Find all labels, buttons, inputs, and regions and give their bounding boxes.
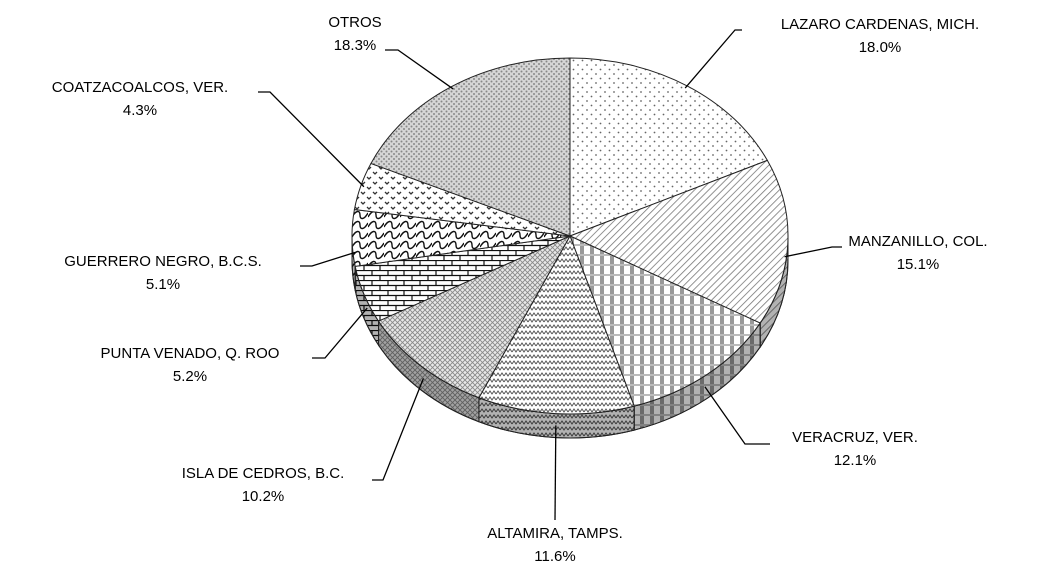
slice-value-label: 4.3% <box>123 102 157 119</box>
slice <box>377 234 572 399</box>
slice-label: OTROS <box>328 14 381 31</box>
slice-value-label: 5.1% <box>146 276 180 293</box>
leader-line <box>385 49 454 90</box>
slice-label: COATZACOALCOS, VER. <box>52 79 228 96</box>
slice-value-label: 15.1% <box>897 256 940 273</box>
slice-value-label: 12.1% <box>834 452 877 469</box>
slice-value-label: 11.6% <box>534 548 575 565</box>
slice <box>478 234 635 415</box>
slice <box>370 57 571 237</box>
leader-line <box>300 251 356 267</box>
slice-label: ISLA DE CEDROS, B.C. <box>182 465 345 482</box>
slice-value-label: 5.2% <box>173 368 207 385</box>
slice-value-label: 18.3% <box>334 37 377 54</box>
leader-line <box>258 91 365 188</box>
labels: LAZARO CARDENAS, MICH. 18.0% MANZANILLO, C… <box>52 14 988 565</box>
slice <box>569 235 761 407</box>
slice-value-label: 18.0% <box>859 39 902 56</box>
leader-line <box>684 29 742 89</box>
leader-line <box>784 246 842 258</box>
slice-label: PUNTA VENADO, Q. ROO <box>101 345 280 362</box>
slice-label: MANZANILLO, COL. <box>848 233 987 250</box>
slice-label: VERACRUZ, VER. <box>792 429 918 446</box>
slice-label: LAZARO CARDENAS, MICH. <box>781 16 979 33</box>
slice-label: GUERRERO NEGRO, B.C.S. <box>64 253 262 270</box>
slice <box>568 159 789 324</box>
pie-top <box>351 57 789 415</box>
leader-line <box>554 425 557 521</box>
leader-line <box>704 386 770 445</box>
leader-line <box>312 307 368 359</box>
leader-line <box>372 378 424 481</box>
slice-value-label: 10.2% <box>242 488 285 505</box>
slice-label: ALTAMIRA, TAMPS. <box>487 525 623 542</box>
